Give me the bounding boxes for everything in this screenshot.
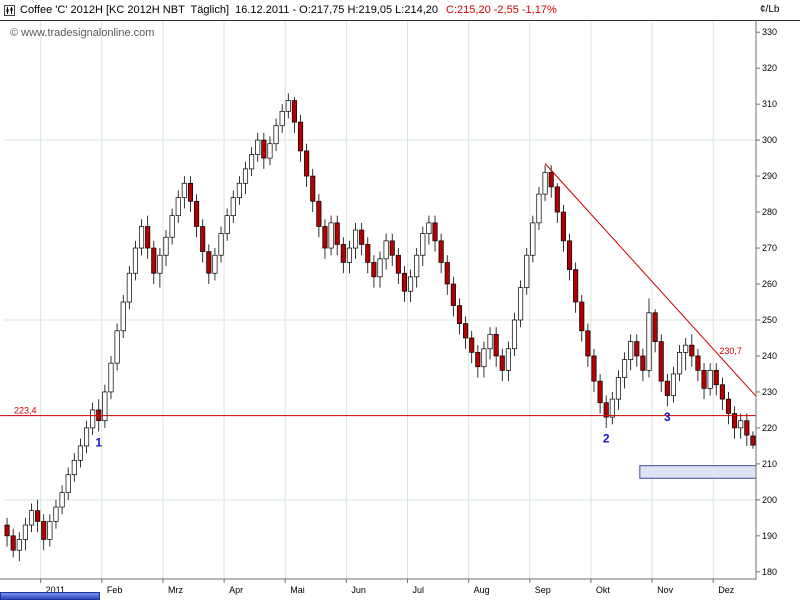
wave-marker-2[interactable]: 2 <box>603 432 610 446</box>
x-tick-label: Jun <box>351 585 366 595</box>
chart-title: Coffee 'C' 2012H [KC 2012H NBT Täglich] … <box>20 4 442 16</box>
grid-layer <box>4 21 756 579</box>
x-tick-label: Sep <box>535 585 551 595</box>
chart-title-bar: Coffee 'C' 2012H [KC 2012H NBT Täglich] … <box>0 0 800 21</box>
y-tick-label: 280 <box>762 207 777 217</box>
watermark: © www.tradesignalonline.com <box>10 27 155 39</box>
trend-line-label: 230,7 <box>719 346 742 356</box>
y-tick-label: 260 <box>762 279 777 289</box>
candles-layer <box>4 93 756 562</box>
wave-marker-1[interactable]: 1 <box>95 435 102 449</box>
x-tick-label: Apr <box>229 585 243 595</box>
x-tick-label: Mai <box>290 585 305 595</box>
x-tick-label: Dez <box>718 585 735 595</box>
y-tick-label: 240 <box>762 351 777 361</box>
unit-label: ¢/Lb <box>760 4 780 15</box>
y-tick-label: 180 <box>762 567 777 577</box>
y-tick-label: 330 <box>762 27 777 37</box>
target-zone[interactable] <box>639 465 757 479</box>
trend-line[interactable] <box>544 163 757 397</box>
horizontal-scrollbar[interactable] <box>0 592 100 600</box>
last-quote: C:215,20 -2,55 -1,17% <box>446 4 557 16</box>
y-tick-label: 290 <box>762 171 777 181</box>
y-tick-label: 250 <box>762 315 777 325</box>
y-tick-label: 230 <box>762 387 777 397</box>
y-tick-label: 200 <box>762 495 777 505</box>
wave-marker-3[interactable]: 3 <box>664 410 671 424</box>
y-tick-label: 300 <box>762 135 777 145</box>
y-tick-label: 310 <box>762 99 777 109</box>
x-tick-label: Aug <box>474 585 490 595</box>
x-tick-label: Feb <box>107 585 123 595</box>
axis-lines <box>0 21 757 580</box>
x-tick-label: 2011 <box>46 585 65 595</box>
y-tick-label: 270 <box>762 243 777 253</box>
y-tick-label: 190 <box>762 531 777 541</box>
x-tick-label: Okt <box>596 585 611 595</box>
instrument-icon <box>4 4 15 16</box>
x-axis: 2011 Feb Mrz Apr Mai Jun Jul Aug Sep Okt Nov Dez <box>40 579 735 595</box>
y-tick-label: 220 <box>762 423 777 433</box>
x-tick-label: Nov <box>657 585 674 595</box>
support-line-label: 223,4 <box>14 406 37 416</box>
x-tick-label: Mrz <box>168 585 183 595</box>
y-tick-label: 210 <box>762 459 777 469</box>
x-tick-label: Jul <box>413 585 425 595</box>
y-tick-label: 320 <box>762 63 777 73</box>
y-axis: 180 190 200 210 220 230 240 250 260 270 280 290 300 3… <box>756 27 777 577</box>
